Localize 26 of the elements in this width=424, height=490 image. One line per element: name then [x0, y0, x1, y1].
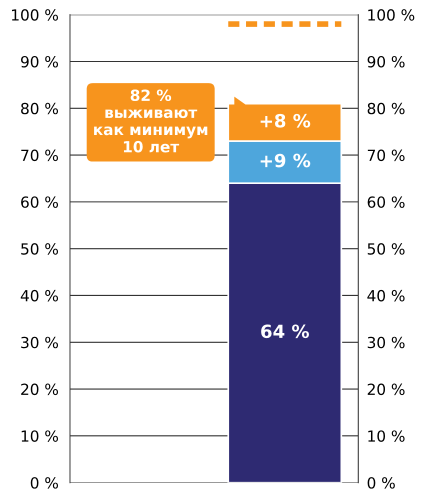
annotation: 82 % выживают как минимум 10 лет	[94, 89, 208, 152]
y-tick-label: 20 %	[21, 384, 58, 396]
y-tick-label: 50 %	[21, 243, 58, 255]
y-tick-label: 100 %	[12, 9, 58, 21]
y2-tick-label: 30 %	[368, 336, 405, 348]
y2-tick-label: 90 %	[368, 56, 405, 68]
y2-tick-label: 10 %	[368, 430, 405, 442]
y-tick-label: 90 %	[21, 56, 58, 68]
y-tick-label: 10 %	[22, 430, 58, 442]
y-tick-label: 0 %	[30, 477, 58, 489]
y-tick-label: 40 %	[20, 290, 58, 302]
y2-tick-label: 60 %	[368, 196, 405, 208]
y-tick-label: 60 %	[21, 196, 58, 208]
y-tick-label: 30 %	[21, 336, 58, 348]
y2-tick-label: 100 %	[368, 9, 414, 21]
y2-tick-label: 0 %	[368, 477, 395, 489]
y-tick-label: 70 %	[21, 150, 58, 162]
data-label: +9 %	[260, 154, 310, 168]
y2-tick-label: 70 %	[368, 150, 405, 162]
y2-tick-label: 40 %	[367, 290, 405, 302]
y-tick-label: 80 %	[21, 102, 58, 114]
y2-tick-label: 50 %	[368, 243, 405, 255]
data-label: 64 %	[261, 324, 309, 338]
data-label: +8 %	[260, 114, 310, 128]
y2-tick-label: 80 %	[368, 102, 405, 114]
y2-tick-label: 20 %	[368, 384, 405, 396]
